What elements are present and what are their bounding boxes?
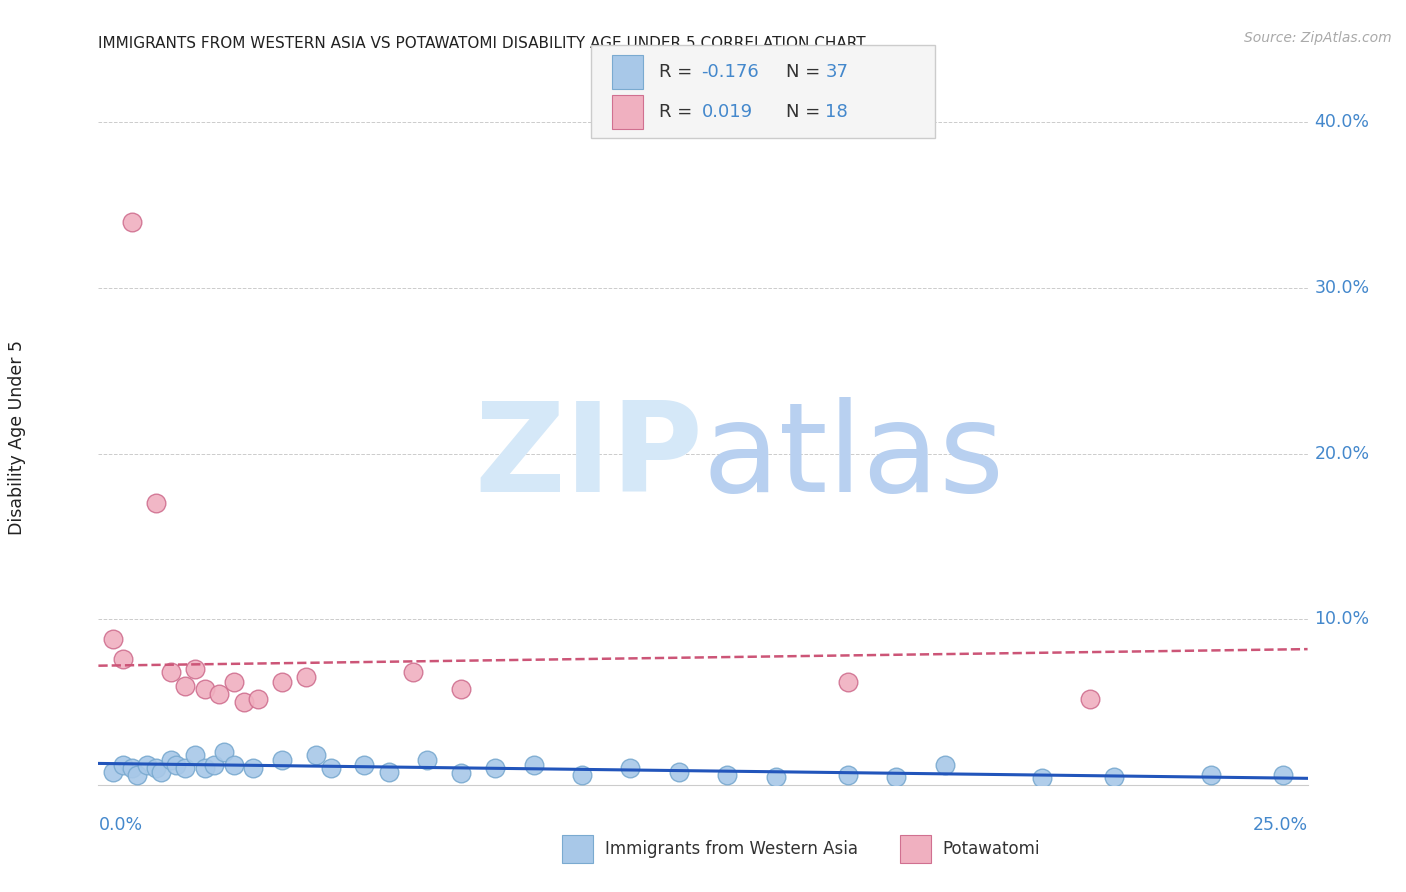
Point (121, 215, 143, 229)
Point (127, 768, 149, 782)
Point (668, 764, 690, 779)
Point (111, 652, 134, 666)
Point (295, 670, 318, 684)
Text: 0.0%: 0.0% (98, 816, 142, 834)
Point (934, 758, 956, 772)
Point (353, 758, 375, 772)
Text: 0.019: 0.019 (702, 103, 752, 121)
Point (319, 761, 342, 775)
Point (101, 764, 124, 779)
Point (194, 681, 217, 696)
Point (716, 768, 738, 782)
Point (523, 758, 546, 772)
Point (242, 761, 264, 775)
Text: R =: R = (659, 103, 699, 121)
Text: 20.0%: 20.0% (1315, 444, 1369, 463)
Point (111, 758, 134, 772)
Point (204, 758, 226, 772)
Point (184, 748, 207, 763)
Point (247, 691, 270, 706)
Point (837, 768, 859, 782)
Point (174, 761, 197, 775)
Point (145, 496, 167, 510)
Point (1272, 768, 1295, 782)
Point (886, 770, 908, 784)
Point (212, 745, 235, 759)
Point (174, 679, 197, 693)
Text: 30.0%: 30.0% (1315, 279, 1369, 297)
Point (571, 768, 593, 782)
Point (135, 758, 157, 772)
Text: N =: N = (786, 103, 825, 121)
Text: -0.176: -0.176 (702, 63, 759, 81)
Point (222, 758, 245, 772)
Point (184, 662, 207, 676)
Text: 25.0%: 25.0% (1253, 816, 1308, 834)
Text: ZIP: ZIP (474, 398, 703, 518)
Point (619, 761, 641, 775)
Text: Source: ZipAtlas.com: Source: ZipAtlas.com (1244, 31, 1392, 45)
Point (271, 753, 294, 767)
Point (160, 665, 183, 680)
Point (1102, 770, 1125, 784)
Point (222, 675, 245, 690)
Point (208, 687, 231, 701)
Text: 37: 37 (825, 63, 848, 81)
Text: Disability Age Under 5: Disability Age Under 5 (8, 340, 25, 534)
Text: R =: R = (659, 63, 699, 81)
Text: atlas: atlas (703, 398, 1005, 518)
Text: 18: 18 (825, 103, 848, 121)
Point (1078, 691, 1101, 706)
Point (232, 695, 254, 709)
Text: Potawatomi: Potawatomi (942, 840, 1039, 858)
Point (377, 764, 399, 779)
Point (121, 761, 143, 775)
Point (450, 681, 472, 696)
Text: N =: N = (786, 63, 825, 81)
Point (305, 748, 328, 763)
Point (1199, 768, 1222, 782)
Point (150, 764, 173, 779)
Point (450, 766, 472, 780)
Text: Immigrants from Western Asia: Immigrants from Western Asia (605, 840, 858, 858)
Point (402, 665, 425, 680)
Point (484, 761, 506, 775)
Text: 40.0%: 40.0% (1315, 113, 1369, 131)
Point (271, 675, 294, 690)
Point (145, 761, 167, 775)
Point (416, 753, 439, 767)
Point (194, 761, 217, 775)
Point (160, 753, 183, 767)
Text: 10.0%: 10.0% (1315, 610, 1369, 628)
Point (101, 632, 124, 647)
Point (765, 770, 787, 784)
Point (1031, 772, 1053, 786)
Point (837, 675, 859, 690)
Point (165, 758, 187, 772)
Text: IMMIGRANTS FROM WESTERN ASIA VS POTAWATOMI DISABILITY AGE UNDER 5 CORRELATION CH: IMMIGRANTS FROM WESTERN ASIA VS POTAWATO… (98, 36, 866, 51)
